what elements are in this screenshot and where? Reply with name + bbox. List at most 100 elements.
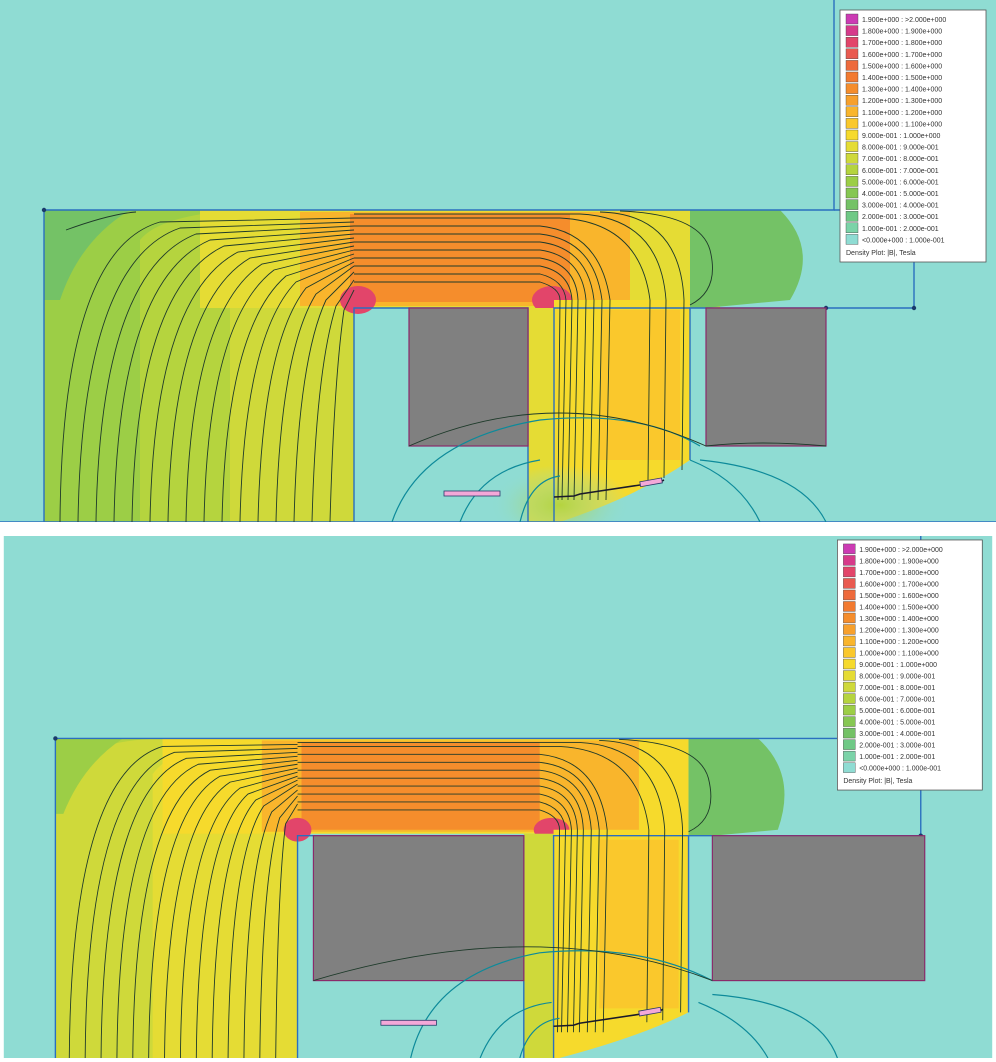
legend-swatch (845, 48, 859, 59)
legend-label: <0.000e+000 : 1.000e-001 (862, 237, 945, 244)
legend-label: 1.200e+000 : 1.300e+000 (862, 98, 942, 105)
legend-label: 1.300e+000 : 1.400e+000 (859, 616, 939, 623)
legend-swatch (843, 555, 856, 566)
legend-label: 1.900e+000 : >2.000e+000 (859, 547, 943, 554)
legend-swatch (843, 693, 856, 704)
legend-swatch (843, 635, 856, 647)
legend-label: 1.400e+000 : 1.500e+000 (862, 75, 942, 82)
legend-box (839, 9, 987, 263)
legend-title: Density Plot: |B|, Tesla (846, 250, 916, 257)
coil-right (711, 835, 926, 982)
legend-swatch (843, 739, 856, 750)
legend-swatch (845, 141, 859, 152)
legend-label: 1.600e+000 : 1.700e+000 (862, 52, 942, 59)
legend-swatch (845, 210, 859, 222)
legend-swatch (845, 176, 859, 187)
legend-label: 1.100e+000 : 1.200e+000 (859, 639, 939, 646)
legend-label: 7.000e-001 : 8.000e-001 (862, 156, 939, 163)
legend-swatch (845, 106, 859, 118)
legend-label: 5.000e-001 : 6.000e-001 (862, 179, 939, 186)
legend-swatch (843, 727, 856, 739)
legend-label: 1.000e+000 : 1.100e+000 (862, 121, 942, 128)
legend-label: 3.000e-001 : 4.000e-001 (859, 731, 935, 738)
legend-label: 1.600e+000 : 1.700e+000 (859, 581, 939, 588)
armature-plate (380, 1006, 664, 1028)
legend-label: 1.900e+000 : >2.000e+000 (862, 17, 946, 24)
legend-label: 1.700e+000 : 1.800e+000 (862, 40, 942, 47)
legend-label: 8.000e-001 : 9.000e-001 (862, 145, 939, 152)
legend-label: 9.000e-001 : 1.000e+000 (862, 133, 941, 140)
legend-label: 6.000e-001 : 7.000e-001 (862, 168, 939, 175)
legend-swatch (843, 566, 856, 578)
legend-swatch (843, 681, 856, 693)
legend-label: 4.000e-001 : 5.000e-001 (862, 191, 939, 198)
legend-swatch (845, 164, 859, 176)
legend: 1.900e+000 : >2.000e+000 1.800e+000 : 1.9… (837, 539, 983, 791)
legend-label: 1.200e+000 : 1.300e+000 (859, 627, 939, 634)
legend-swatch (843, 589, 856, 601)
field-plot-bottom: 1.900e+000 : >2.000e+000 1.800e+000 : 1.9… (3, 536, 993, 1058)
legend-swatch (845, 13, 859, 25)
legend-label: 1.500e+000 : 1.600e+000 (859, 593, 939, 600)
legend-label: 7.000e-001 : 8.000e-001 (859, 685, 935, 692)
legend-swatch (843, 647, 856, 658)
legend-swatch (843, 601, 856, 612)
legend-label: <0.000e+000 : 1.000e-001 (859, 766, 941, 773)
legend-swatch (843, 624, 856, 635)
legend-label: 1.000e+000 : 1.100e+000 (859, 650, 939, 657)
legend-swatch (843, 658, 856, 670)
coil-left (312, 835, 525, 982)
flux-density-panel-bottom: 1.900e+000 : >2.000e+000 1.800e+000 : 1.9… (0, 536, 996, 1058)
legend-label: 8.000e-001 : 9.000e-001 (859, 674, 935, 681)
center-leg-field (528, 300, 690, 522)
field-plot-top: 1.900e+000 : >2.000e+000 1.800e+000 : 1.9… (0, 0, 996, 522)
legend-label: 1.000e-001 : 2.000e-001 (862, 226, 939, 233)
legend-label: 1.500e+000 : 1.600e+000 (862, 63, 942, 70)
legend-label: 3.000e-001 : 4.000e-001 (862, 203, 939, 210)
legend-swatch (843, 716, 856, 727)
legend-swatch (843, 762, 856, 773)
legend-label: 1.800e+000 : 1.900e+000 (862, 29, 942, 36)
legend-swatch (843, 612, 856, 624)
coil-left (408, 307, 529, 447)
legend-label: 1.300e+000 : 1.400e+000 (862, 87, 942, 94)
legend-label: 1.800e+000 : 1.900e+000 (859, 558, 939, 565)
legend-swatch (845, 187, 859, 199)
legend-swatch (845, 83, 859, 94)
legend-swatch (845, 152, 859, 164)
legend-swatch (843, 704, 856, 716)
legend-label: 1.400e+000 : 1.500e+000 (859, 604, 939, 611)
legend-label: 1.000e-001 : 2.000e-001 (859, 754, 935, 761)
legend-swatch (845, 60, 859, 71)
legend-swatch (843, 670, 856, 681)
legend: 1.900e+000 : >2.000e+000 1.800e+000 : 1.9… (839, 9, 987, 263)
legend-label: 1.100e+000 : 1.200e+000 (862, 110, 942, 117)
legend-swatch (845, 25, 859, 36)
legend-label: 2.000e-001 : 3.000e-001 (859, 743, 935, 750)
legend-label: 6.000e-001 : 7.000e-001 (859, 697, 935, 704)
flux-lines (68, 738, 712, 1058)
legend-swatch (845, 199, 859, 210)
armature-plate (443, 477, 665, 498)
legend-swatch (845, 94, 859, 106)
legend-label: 4.000e-001 : 5.000e-001 (859, 720, 935, 727)
coil-arc (408, 412, 827, 447)
legend-label: 1.700e+000 : 1.800e+000 (859, 570, 939, 577)
coil-right (705, 307, 827, 447)
legend-swatch (845, 222, 859, 234)
right-fringe-field (688, 738, 785, 836)
legend-swatch (843, 578, 856, 589)
coil-arc (313, 946, 713, 982)
boundary-contours (410, 950, 838, 1058)
legend-swatch (845, 37, 859, 48)
legend-box (837, 539, 983, 791)
legend-swatch (845, 118, 859, 129)
legend-swatch (843, 750, 856, 762)
legend-swatch (845, 129, 859, 141)
flux-density-panel-top: 1.900e+000 : >2.000e+000 1.800e+000 : 1.9… (0, 0, 996, 522)
legend-swatch (843, 543, 856, 555)
legend-label: 9.000e-001 : 1.000e+000 (859, 662, 937, 669)
legend-label: 2.000e-001 : 3.000e-001 (862, 214, 939, 221)
legend-label: 5.000e-001 : 6.000e-001 (859, 708, 935, 715)
legend-swatch (845, 71, 859, 83)
